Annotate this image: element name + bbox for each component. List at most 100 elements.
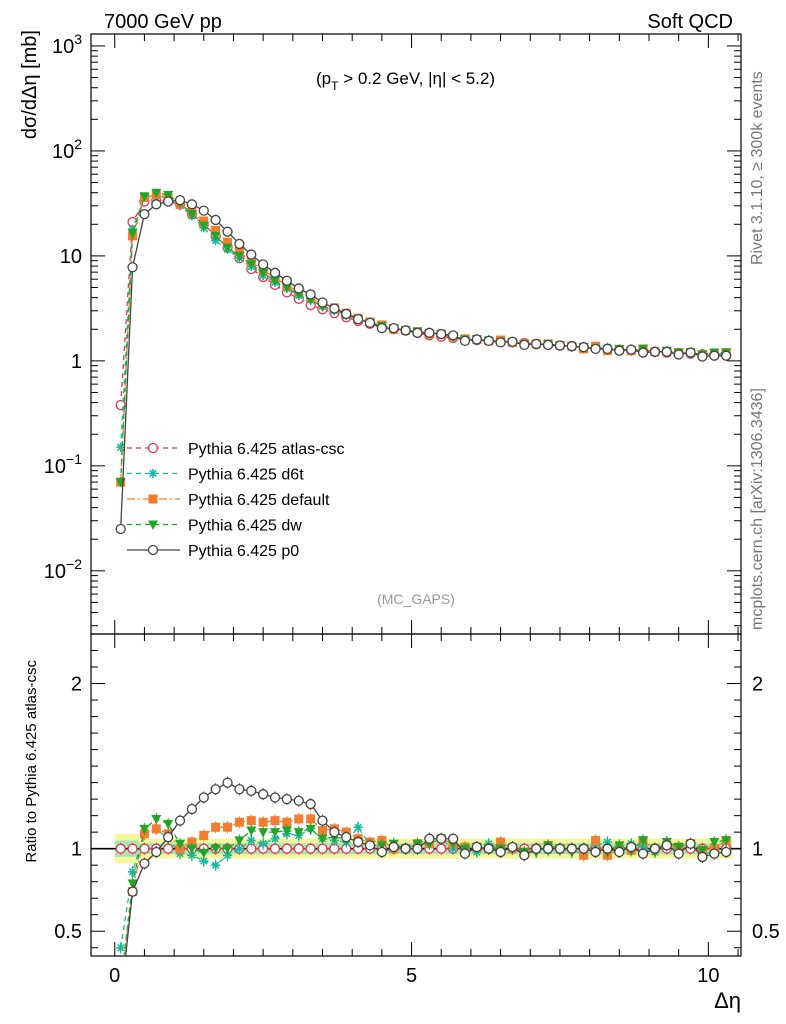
ratio-point bbox=[638, 836, 649, 846]
main-point bbox=[388, 322, 399, 334]
ratio-point bbox=[318, 826, 328, 836]
legend-label: Pythia 6.425 atlas-csc bbox=[188, 441, 345, 458]
ratio-point bbox=[697, 851, 708, 863]
main-point bbox=[234, 238, 245, 250]
ratio-point bbox=[139, 858, 150, 869]
main-point bbox=[222, 243, 233, 254]
ratio-point bbox=[626, 841, 637, 853]
ratio-point bbox=[175, 839, 186, 850]
ratio-ytick-label-left: 0.5 bbox=[54, 921, 82, 943]
ratio-point bbox=[186, 803, 198, 815]
legend-label: Pythia 6.425 dw bbox=[188, 518, 302, 535]
mcplots-label: mcplots.cern.ch [arXiv:1306.3436] bbox=[749, 388, 766, 630]
main-point bbox=[542, 339, 554, 351]
ratio-point bbox=[364, 840, 376, 851]
main-point bbox=[507, 336, 518, 347]
header-left: 7000 GeV pp bbox=[104, 11, 222, 33]
main-point bbox=[685, 347, 696, 358]
ratio-point bbox=[305, 843, 316, 854]
ratio-point bbox=[281, 843, 293, 854]
ratio-ytick-label-right: 0.5 bbox=[752, 921, 780, 943]
ratio-point bbox=[673, 848, 684, 859]
ratio-point bbox=[151, 824, 161, 834]
legend-marker bbox=[147, 544, 159, 556]
ratio-point bbox=[234, 817, 244, 827]
main-series-line bbox=[120, 199, 727, 406]
legend-label: Pythia 6.425 default bbox=[188, 492, 330, 509]
header-right: Soft QCD bbox=[647, 11, 733, 33]
main-ytick-label-base: 10 bbox=[52, 141, 74, 163]
main-point bbox=[293, 283, 304, 294]
xtick-label: 10 bbox=[697, 965, 719, 987]
main-point bbox=[234, 251, 245, 262]
ratio-point bbox=[495, 846, 506, 858]
ratio-point bbox=[554, 843, 566, 854]
ratio-point bbox=[436, 833, 447, 844]
ratio-point bbox=[317, 843, 328, 854]
ratio-point bbox=[579, 850, 589, 860]
main-ytick-label-exponent: −2 bbox=[66, 556, 82, 572]
ratio-point bbox=[198, 792, 209, 803]
ratio-frame bbox=[90, 633, 742, 957]
main-point bbox=[234, 247, 244, 257]
main-series-0 bbox=[115, 194, 732, 411]
main-ytick-label-base: 10 bbox=[60, 246, 82, 268]
main-point bbox=[626, 344, 637, 355]
ratio-point bbox=[257, 789, 269, 800]
main-point bbox=[376, 322, 388, 334]
ratio-point bbox=[199, 830, 209, 840]
main-point bbox=[174, 194, 186, 206]
ratio-point bbox=[139, 824, 150, 835]
main-point bbox=[566, 341, 577, 352]
main-point bbox=[269, 267, 281, 278]
ratio-ytick-label-left: 1 bbox=[71, 839, 82, 861]
ratio-point bbox=[294, 814, 304, 824]
main-point bbox=[211, 225, 221, 235]
rivet-label: Rivet 3.1.10, ≥ 300k events bbox=[749, 71, 766, 265]
ratio-point bbox=[246, 816, 256, 826]
ratio-point bbox=[210, 844, 221, 855]
ratio-series-line bbox=[125, 781, 727, 956]
ratio-point bbox=[293, 843, 304, 854]
main-point bbox=[151, 199, 162, 210]
main-point bbox=[246, 260, 257, 270]
main-point bbox=[270, 276, 281, 287]
ratio-point bbox=[187, 837, 197, 847]
ratio-point bbox=[234, 844, 244, 854]
main-point bbox=[495, 337, 506, 348]
ratio-point bbox=[507, 841, 518, 853]
ratio-point bbox=[591, 835, 601, 845]
main-point bbox=[198, 205, 209, 216]
legend-label: Pythia 6.425 d6t bbox=[188, 467, 304, 484]
ratio-point bbox=[270, 828, 281, 838]
main-ytick-label: 10 bbox=[60, 246, 82, 268]
ratio-point bbox=[436, 843, 447, 854]
legend-marker bbox=[148, 494, 158, 504]
ratio-point bbox=[269, 792, 281, 803]
ratio-point bbox=[649, 843, 661, 854]
ratio-ytick-label-right: 1 bbox=[752, 839, 763, 861]
main-point bbox=[459, 335, 471, 347]
main-point bbox=[352, 313, 364, 325]
ratio-point bbox=[293, 795, 304, 806]
ratio-point bbox=[211, 860, 221, 870]
main-point bbox=[578, 342, 589, 353]
ratio-point bbox=[638, 842, 648, 852]
ratio-point bbox=[293, 828, 304, 838]
main-ytick-label: 10−2 bbox=[44, 556, 82, 583]
ratio-point bbox=[151, 814, 162, 825]
ratio-point bbox=[127, 879, 138, 889]
ratio-point bbox=[174, 815, 186, 826]
ratio-point bbox=[246, 835, 256, 845]
ratio-point bbox=[542, 843, 554, 854]
cuts-label: (pT > 0.2 GeV, |η| < 5.2) bbox=[316, 69, 495, 93]
main-point bbox=[163, 196, 174, 207]
ratio-point bbox=[270, 816, 280, 826]
main-point bbox=[364, 317, 376, 329]
ratio-point bbox=[590, 846, 601, 858]
main-point bbox=[246, 249, 257, 260]
ratio-point bbox=[199, 856, 209, 866]
main-point bbox=[649, 346, 661, 357]
ratio-point bbox=[685, 838, 696, 849]
